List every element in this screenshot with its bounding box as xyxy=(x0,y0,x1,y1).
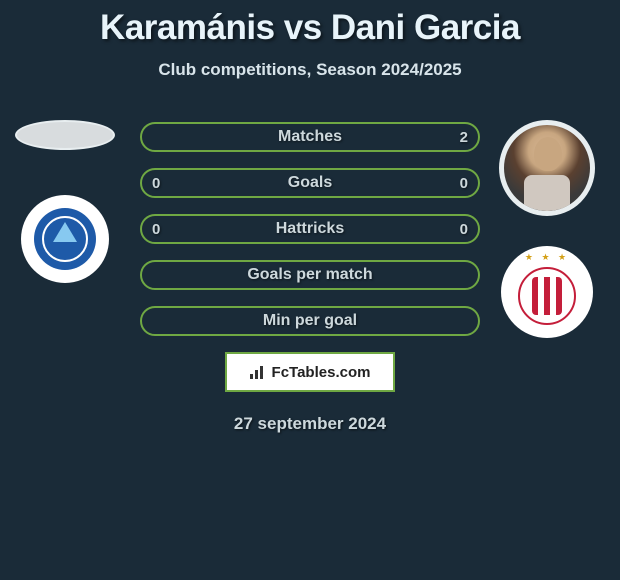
club-right-icon xyxy=(518,267,576,325)
subtitle: Club competitions, Season 2024/2025 xyxy=(0,60,620,80)
stat-row-goals: 0 Goals 0 xyxy=(140,168,480,198)
club-right-badge xyxy=(501,246,593,338)
left-column xyxy=(10,120,120,283)
stat-right-value: 2 xyxy=(460,129,468,146)
stat-row-min-per-goal: Min per goal xyxy=(140,306,480,336)
stat-right-value: 0 xyxy=(460,175,468,192)
stat-label: Hattricks xyxy=(142,220,478,238)
stat-right-value: 0 xyxy=(460,221,468,238)
right-column xyxy=(492,120,602,338)
stat-row-goals-per-match: Goals per match xyxy=(140,260,480,290)
stats-panel: Matches 2 0 Goals 0 0 Hattricks 0 Goals … xyxy=(140,122,480,434)
club-left-icon xyxy=(34,208,96,270)
stat-row-matches: Matches 2 xyxy=(140,122,480,152)
stat-row-hattricks: 0 Hattricks 0 xyxy=(140,214,480,244)
brand-link[interactable]: FcTables.com xyxy=(225,352,395,392)
club-left-badge xyxy=(21,195,109,283)
date-label: 27 september 2024 xyxy=(140,414,480,434)
stat-label: Goals per match xyxy=(142,266,478,284)
bar-chart-icon xyxy=(250,365,268,379)
stat-label: Matches xyxy=(142,128,478,146)
player-right-avatar xyxy=(499,120,595,216)
stat-label: Min per goal xyxy=(142,312,478,330)
brand-label: FcTables.com xyxy=(272,364,371,381)
page-title: Karamánis vs Dani Garcia xyxy=(0,0,620,48)
player-left-avatar xyxy=(15,120,115,150)
stat-label: Goals xyxy=(142,174,478,192)
